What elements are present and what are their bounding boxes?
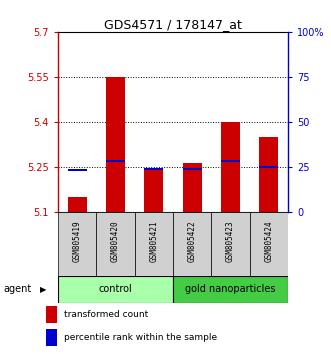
Text: transformed count: transformed count: [64, 310, 148, 319]
Bar: [106, 77, 125, 212]
Text: control: control: [99, 284, 132, 295]
Bar: [259, 166, 278, 168]
Text: ▶: ▶: [40, 285, 46, 294]
Bar: [135, 212, 173, 276]
Bar: [259, 137, 278, 212]
Bar: [173, 276, 288, 303]
Bar: [68, 197, 87, 212]
Text: GSM805419: GSM805419: [72, 220, 82, 262]
Bar: [182, 163, 202, 212]
Bar: [221, 122, 240, 212]
Bar: [211, 212, 250, 276]
Bar: [68, 169, 87, 171]
Text: agent: agent: [3, 284, 31, 295]
Bar: [182, 168, 202, 170]
Bar: [96, 212, 135, 276]
Bar: [58, 276, 173, 303]
Bar: [144, 170, 164, 212]
Bar: [46, 306, 57, 324]
Title: GDS4571 / 178147_at: GDS4571 / 178147_at: [104, 18, 242, 31]
Bar: [46, 329, 57, 346]
Bar: [144, 168, 164, 170]
Bar: [106, 160, 125, 162]
Text: GSM805423: GSM805423: [226, 220, 235, 262]
Bar: [58, 212, 96, 276]
Bar: [221, 160, 240, 162]
Text: GSM805420: GSM805420: [111, 220, 120, 262]
Text: gold nanoparticles: gold nanoparticles: [185, 284, 276, 295]
Text: GSM805422: GSM805422: [188, 220, 197, 262]
Bar: [173, 212, 211, 276]
Text: GSM805424: GSM805424: [264, 220, 273, 262]
Text: GSM805421: GSM805421: [149, 220, 158, 262]
Bar: [250, 212, 288, 276]
Text: percentile rank within the sample: percentile rank within the sample: [64, 333, 217, 342]
